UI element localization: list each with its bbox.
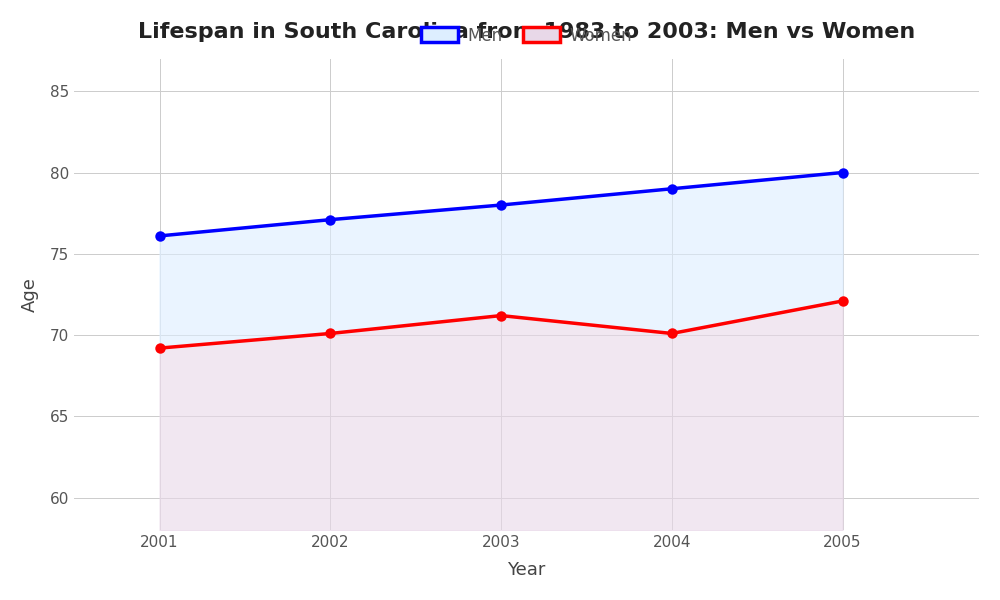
Y-axis label: Age: Age [21,277,39,312]
Legend: Men, Women: Men, Women [414,20,639,51]
X-axis label: Year: Year [507,561,546,579]
Title: Lifespan in South Carolina from 1983 to 2003: Men vs Women: Lifespan in South Carolina from 1983 to … [138,22,915,42]
